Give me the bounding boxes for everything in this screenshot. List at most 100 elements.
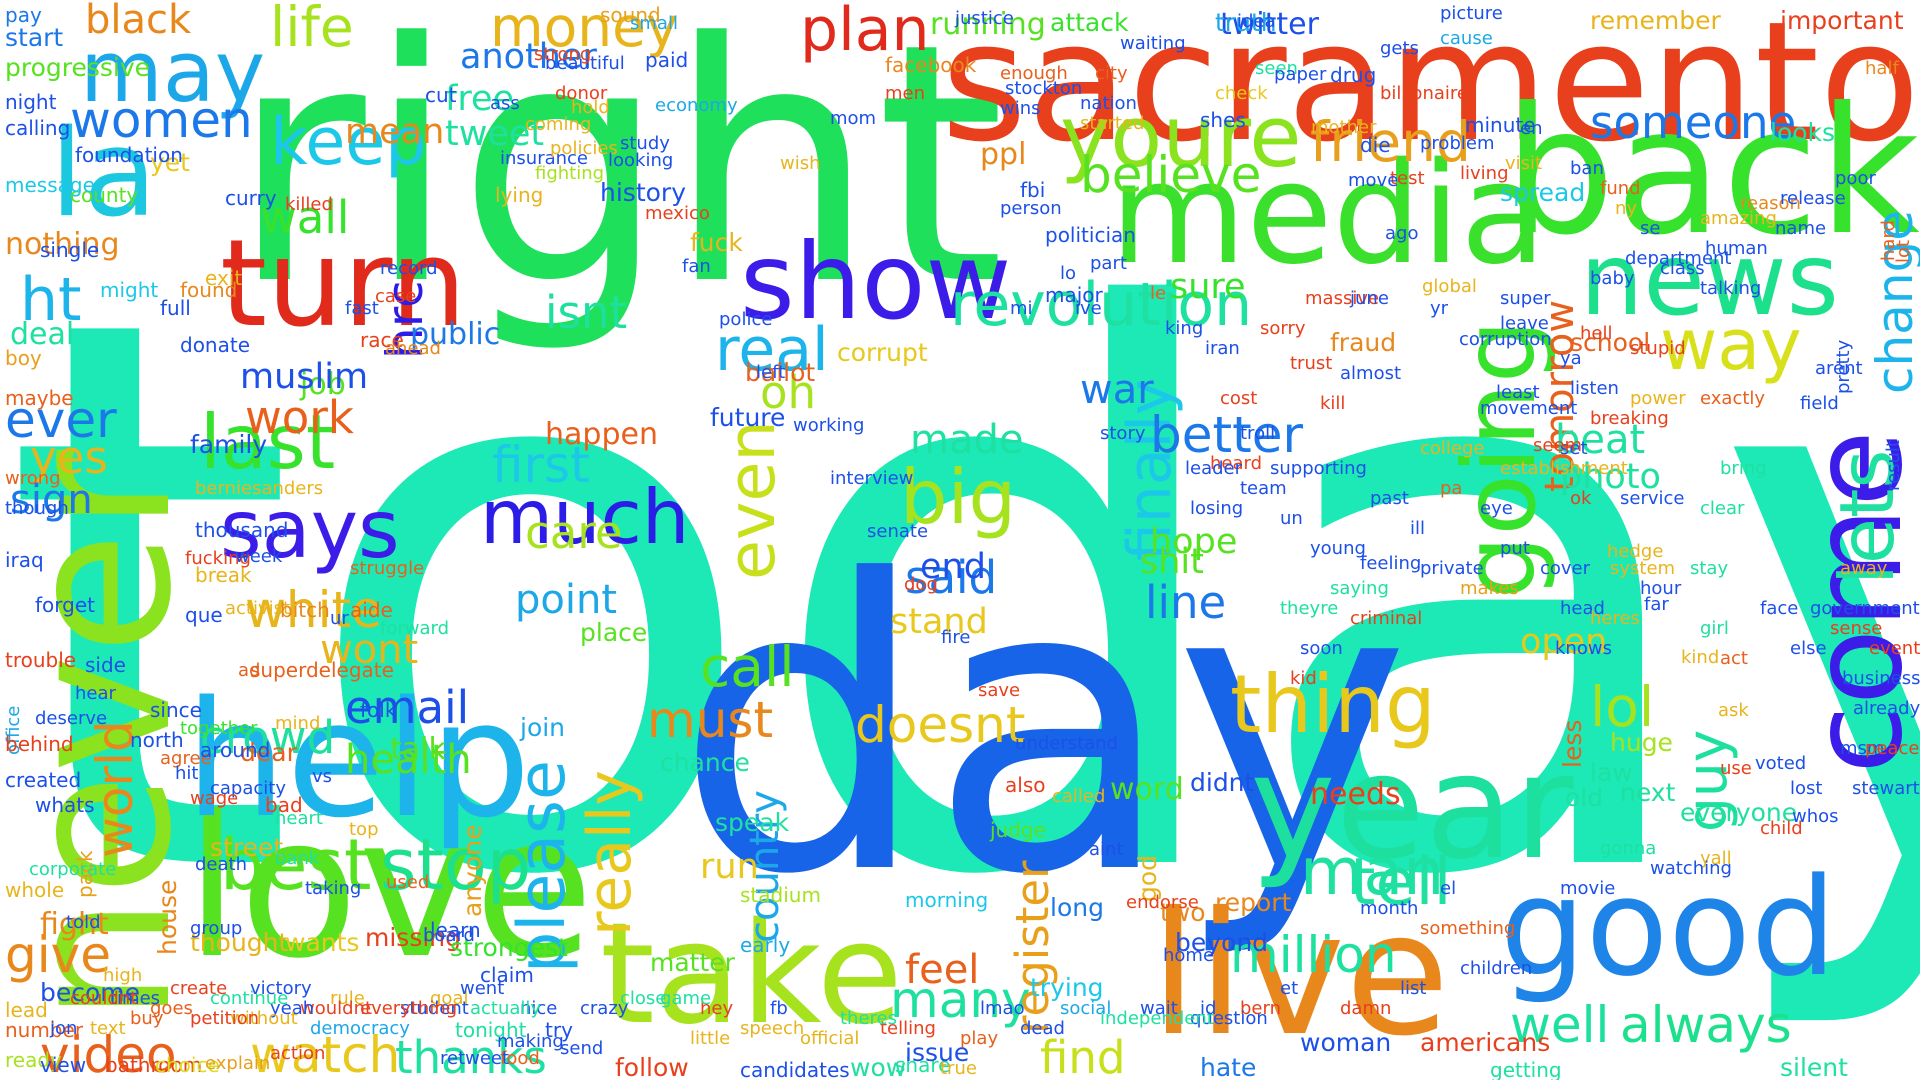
word-city: city (1095, 65, 1128, 83)
word-feel: feel (905, 950, 979, 990)
word-explain: explain (205, 1055, 270, 1073)
word-text: private (1420, 558, 1484, 579)
word-economy: economy (655, 97, 738, 115)
word-history: history (600, 180, 686, 205)
word-clear: clear (1700, 500, 1744, 518)
word-head: head (1560, 600, 1605, 618)
word-text: ban (1570, 158, 1604, 179)
word-race: race (360, 330, 404, 350)
word-take: take (600, 905, 903, 1045)
word-text: class (1660, 258, 1705, 279)
word-men: men (885, 85, 925, 103)
word-text: job (300, 367, 346, 402)
word-yes: yes (30, 435, 108, 480)
word-text: shit (1140, 542, 1204, 582)
word-working: working (793, 417, 864, 435)
word-un: un (1280, 510, 1303, 528)
word-taking: taking (305, 880, 361, 898)
word-little: little (690, 1030, 730, 1048)
word-last: last (200, 405, 335, 480)
word-create: create (170, 980, 227, 998)
word-police: police (719, 311, 772, 329)
word-text: month (1360, 898, 1419, 919)
word-text: white (245, 581, 382, 639)
word-text: speak (715, 808, 790, 837)
word-text: wage (190, 788, 239, 809)
word-text: taking (305, 878, 362, 899)
word-text: understand (1015, 733, 1119, 754)
word-text: global (1422, 276, 1477, 297)
word-text: help (185, 666, 531, 853)
word-stockton: stockton (1005, 80, 1082, 98)
word-exit: exit (205, 268, 242, 288)
word-text: superdelegate (250, 658, 394, 682)
word-text: race (360, 328, 404, 352)
word-issue: issue (905, 1040, 969, 1065)
word-list: list (1400, 980, 1426, 998)
word-started: started (1080, 115, 1144, 133)
word-text: spread (1500, 178, 1586, 207)
word-seem: seem (1533, 437, 1582, 455)
word-text: around (200, 738, 271, 762)
word-half: half (1865, 60, 1899, 78)
word-wants: wants (285, 930, 359, 955)
word-text: activist (225, 598, 291, 619)
word-text: working (793, 415, 865, 436)
word-text: knows (1555, 638, 1612, 659)
word-text: talk (390, 732, 446, 767)
word-believe: believe (1080, 150, 1261, 200)
word-text: fraud (1330, 328, 1397, 357)
word-text: team (1240, 478, 1287, 499)
word-text: die (1360, 133, 1391, 157)
word-text: wants (285, 928, 360, 957)
word-text: arent (1815, 358, 1863, 379)
word-lost: lost (1790, 780, 1822, 798)
word-senate: senate (867, 523, 928, 541)
word-text: study (620, 133, 670, 154)
word-judge: judge (990, 820, 1046, 840)
word-text: law (1590, 758, 1633, 787)
word-politician: politician (1045, 225, 1136, 245)
word-text: fb (770, 998, 788, 1019)
word-text: ive (1075, 298, 1102, 319)
word-point: point (515, 580, 617, 620)
word-text: peace (1865, 738, 1920, 759)
word-thing: thing (1230, 665, 1436, 745)
word-doesnt: doesnt (855, 700, 1025, 750)
word-kid: kid (1290, 670, 1317, 688)
word-text: nice (520, 998, 558, 1019)
word-claim: claim (480, 965, 534, 985)
word-gets: gets (1380, 40, 1419, 58)
word-even: even (715, 420, 790, 580)
word-text: call (700, 635, 795, 699)
word-text: ago (1385, 223, 1419, 244)
word-killed: killed (285, 196, 333, 214)
word-text: poor (1835, 168, 1876, 189)
word-ok: ok (1570, 490, 1591, 508)
word-text: fucking (185, 548, 251, 569)
word-text: clear (1700, 498, 1745, 519)
word-text: health (345, 737, 472, 783)
word-text: beyond (1175, 928, 1269, 957)
word-text: student (400, 998, 469, 1019)
word-activist: activist (225, 600, 290, 618)
word-text: place (580, 618, 648, 647)
word-long: long (1050, 895, 1104, 920)
word-text: visit (1505, 153, 1543, 174)
word-text: cause (1440, 28, 1493, 49)
word-might: might (100, 280, 158, 300)
word-text: view (40, 1053, 87, 1077)
word-tweet: tweet (445, 117, 544, 152)
word-text: forward (380, 618, 450, 639)
word-text: watch (250, 1026, 401, 1080)
word-text: break (195, 563, 252, 587)
word-text: says (220, 483, 400, 576)
word-major: major (1045, 285, 1103, 305)
word-ad: ad (238, 662, 260, 680)
word-deal: deal (10, 320, 74, 350)
word-bad: bad (265, 795, 303, 815)
word-death: death (195, 856, 247, 874)
word-text: attack (1050, 8, 1129, 37)
word-heard: heard (1210, 455, 1262, 473)
word-text: mean (345, 112, 445, 152)
